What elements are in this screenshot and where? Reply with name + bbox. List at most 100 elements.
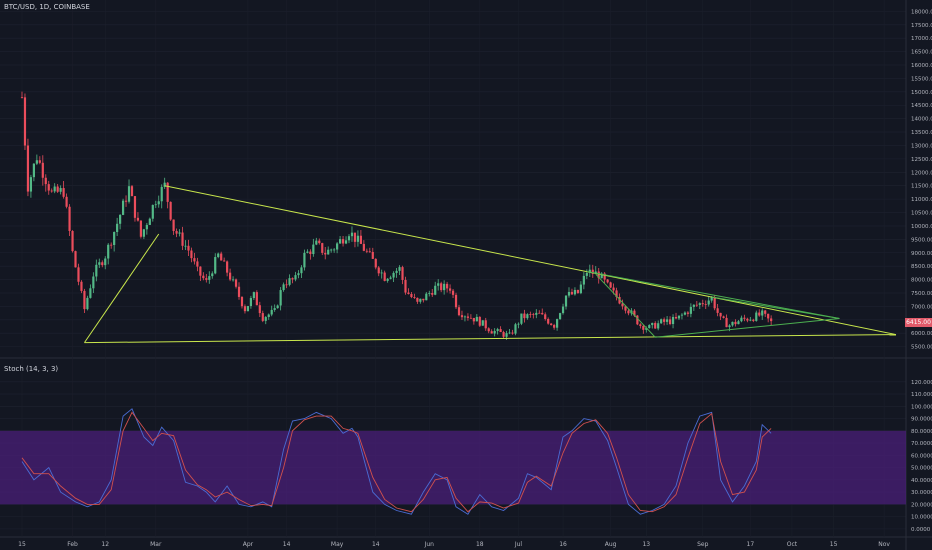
symbol-title: BTC/USD, 1D, COINBASE: [4, 3, 90, 11]
candle-body: [719, 312, 722, 317]
candle-body: [499, 329, 502, 333]
candle-body: [377, 267, 380, 274]
candle-body: [279, 290, 282, 306]
candle-body: [553, 325, 556, 328]
candle-body: [74, 251, 77, 268]
candle-body: [520, 313, 523, 324]
candle-body: [579, 284, 582, 294]
candle-body: [437, 283, 440, 286]
candle-body: [350, 232, 354, 237]
candle-body: [618, 297, 621, 304]
price-tick-label: 9500.00: [911, 237, 932, 243]
price-tick-label: 16500.00: [911, 50, 932, 56]
candle-body: [318, 240, 321, 244]
candle-body: [306, 251, 309, 253]
stoch-tick-label: 90.0000: [911, 417, 932, 423]
stoch-tick-label: 80.0000: [911, 429, 932, 435]
candle-body: [484, 320, 487, 329]
candle-body: [312, 244, 315, 255]
candle-body: [639, 324, 642, 326]
candle-body: [29, 177, 33, 192]
candle-body: [645, 328, 648, 330]
candle-body: [561, 306, 565, 314]
candle-body: [446, 283, 449, 289]
candle-body: [493, 330, 496, 334]
candle-body: [707, 300, 710, 305]
candle-body: [291, 278, 294, 280]
candle-body: [615, 290, 618, 298]
candle-body: [86, 297, 89, 310]
trendline: [586, 271, 840, 319]
candle-body: [737, 321, 740, 325]
candle-body: [478, 316, 481, 326]
candle-body: [65, 196, 68, 207]
time-tick-label: May: [331, 541, 344, 548]
candle-body: [226, 261, 229, 273]
candle-body: [457, 307, 461, 316]
time-tick-label: Apr: [243, 541, 254, 548]
price-tick-label: 13500.00: [911, 130, 932, 136]
candle-body: [107, 244, 110, 259]
stoch-tick-label: 20.0000: [911, 502, 932, 508]
candle-body: [668, 319, 672, 325]
candle-body: [344, 240, 348, 244]
candle-body: [665, 319, 669, 322]
stoch-tick-label: 0.0000: [911, 527, 931, 533]
trendlines[interactable]: [84, 185, 897, 344]
candle-body: [609, 282, 612, 288]
stoch-band: [0, 430, 906, 505]
candle-body: [401, 267, 404, 280]
candle-body: [261, 313, 264, 321]
price-tick-label: 15000.00: [911, 90, 932, 96]
time-axis[interactable]: 15 Feb 12 Mar Apr 14 May 14 Jun 18 Jul 16 Aug 13 Sep 17…: [18, 541, 890, 548]
candle-body: [472, 317, 475, 322]
candle-body: [181, 232, 184, 246]
candle-body: [157, 201, 160, 205]
candle-body: [237, 286, 241, 297]
candle-body: [674, 316, 678, 319]
candle-body: [564, 295, 568, 307]
candle-body: [139, 220, 143, 237]
candle-body: [648, 325, 651, 329]
candle-body: [136, 217, 140, 221]
price-axis[interactable]: 18000.00 17500.00 17000.00 16500.00 16000.00…: [911, 9, 932, 350]
candle-body: [567, 291, 571, 296]
candle-body: [511, 332, 514, 334]
candle-body: [636, 315, 639, 325]
candle-body: [469, 317, 472, 319]
candle-body: [490, 331, 493, 334]
time-tick-label: 15: [830, 541, 838, 548]
candle-body: [550, 323, 553, 326]
candle-body: [356, 235, 360, 242]
candle-body: [267, 314, 270, 318]
candle-body: [573, 289, 577, 295]
candle-body: [338, 239, 342, 244]
candle-body: [53, 186, 56, 192]
candle-body: [228, 272, 232, 280]
candle-body: [368, 251, 371, 253]
trendline: [84, 334, 897, 344]
candle-body: [677, 315, 681, 319]
candle-body: [731, 321, 734, 326]
price-tick-label: 10000.00: [911, 224, 932, 230]
time-tick-label: 17: [747, 541, 755, 548]
candle-body: [642, 325, 645, 330]
candle-body: [535, 312, 538, 315]
candle-body: [166, 182, 169, 202]
candle-body: [327, 249, 330, 255]
stoch-d-line: [21, 411, 772, 513]
candle-body: [454, 294, 458, 308]
candle-body: [276, 305, 279, 309]
stoch-tick-label: 30.0000: [911, 490, 932, 496]
candle-body: [196, 261, 199, 267]
stoch-tick-label: 110.0000: [911, 392, 932, 398]
candle-body: [148, 218, 151, 225]
candle-body: [701, 303, 704, 305]
candle-body: [413, 297, 416, 298]
time-tick-label: Jul: [514, 541, 523, 548]
time-tick-label: 14: [372, 541, 380, 548]
stoch-axis[interactable]: 120.0000 110.0000 100.0000 90.0000 80.0000 70…: [911, 380, 932, 533]
candle-body: [41, 162, 44, 178]
candle-body: [704, 304, 707, 305]
